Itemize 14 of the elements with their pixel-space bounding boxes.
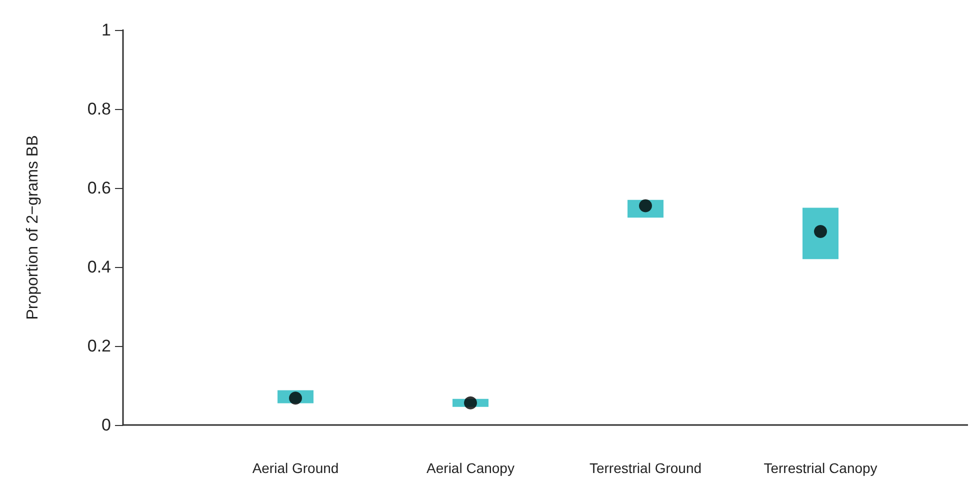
x-tick-label: Terrestrial Canopy <box>764 460 878 476</box>
x-tick-label: Terrestrial Ground <box>589 460 702 476</box>
x-tick-label: Aerial Canopy <box>426 460 514 476</box>
point <box>464 396 477 410</box>
y-tick-label: 0.8 <box>87 100 111 118</box>
x-tick-label: Aerial Ground <box>252 460 339 476</box>
y-tick-label: 0 <box>102 416 111 434</box>
bar <box>802 208 838 260</box>
y-axis-title: Proportion of 2−grams BB <box>24 135 42 320</box>
y-tick-label: 0.6 <box>87 178 111 198</box>
y-tick-label: 0.2 <box>87 336 111 356</box>
y-tick-label: 0.4 <box>87 258 111 276</box>
point <box>289 392 302 405</box>
y-tick-label: 1 <box>102 20 111 40</box>
